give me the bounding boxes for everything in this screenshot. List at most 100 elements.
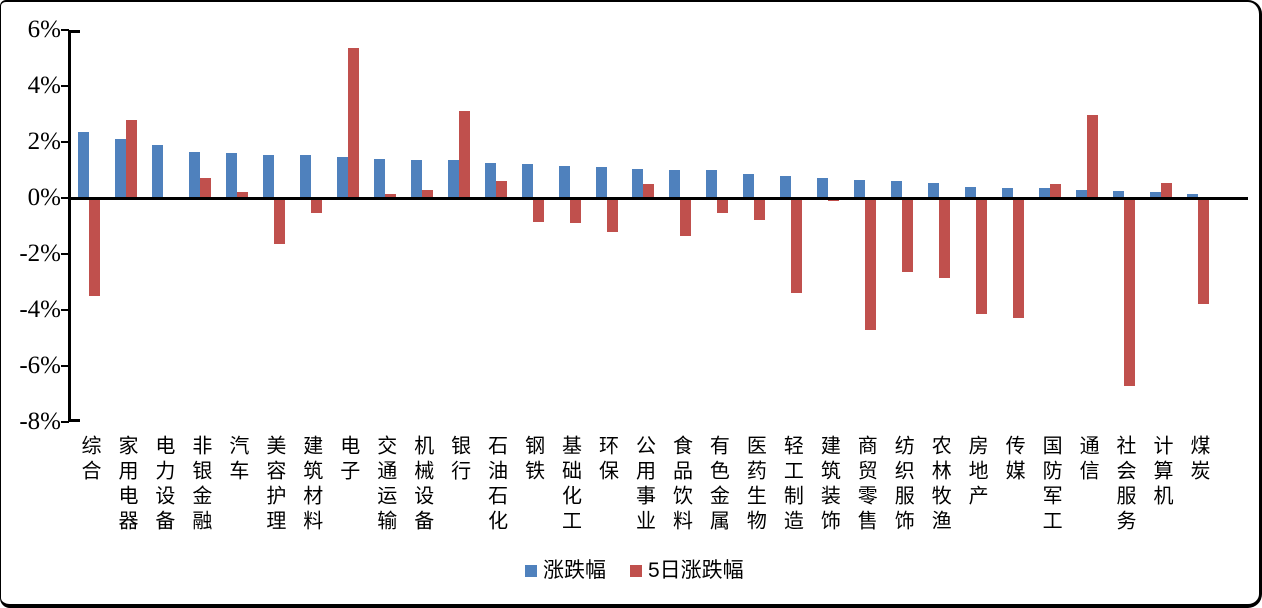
x-axis-label: 电力设备 [151, 435, 174, 535]
bar-series1-cat10 [410, 160, 422, 198]
bar-series2-cat16 [643, 184, 655, 198]
legend-item-series1: 涨跌幅 [525, 560, 606, 581]
legend: 涨跌幅 5日涨跌幅 [525, 560, 744, 581]
bar-series2-cat28 [1087, 115, 1099, 198]
y-axis-line [68, 30, 71, 422]
y-tick-label: 2% [27, 128, 61, 155]
legend-label-series2: 5日涨跌幅 [648, 559, 744, 582]
x-axis-label: 通信 [1076, 435, 1099, 485]
bar-series2-cat26 [1013, 198, 1025, 319]
y-tick-mark [61, 85, 69, 87]
bar-series2-cat14 [569, 198, 581, 224]
x-axis-label: 国防军工 [1039, 435, 1062, 535]
x-axis-label: 银行 [447, 435, 470, 485]
bar-series1-cat16 [632, 168, 644, 198]
y-axis-end-cap [69, 30, 80, 33]
y-tick-label: -6% [19, 352, 61, 379]
bar-series2-cat27 [1050, 184, 1062, 198]
x-axis-label: 钢铁 [521, 435, 544, 485]
bar-series2-cat31 [1197, 198, 1209, 305]
bar-series2-cat12 [495, 181, 507, 198]
bar-series1-cat17 [669, 170, 681, 198]
bar-series2-cat4 [199, 178, 211, 198]
bar-series1-cat24 [928, 182, 940, 198]
x-axis-label: 电子 [336, 435, 359, 485]
x-axis-label: 综合 [78, 435, 100, 485]
bar-series1-cat28 [1076, 189, 1088, 198]
x-axis-label: 建筑材料 [299, 435, 322, 535]
bar-series2-cat6 [273, 198, 285, 245]
x-axis-label: 房地产 [965, 435, 988, 510]
bar-series2-cat30 [1161, 182, 1172, 198]
x-axis-label: 基础化工 [558, 435, 581, 535]
bar-series2-cat13 [532, 198, 544, 222]
bar-series2-cat11 [458, 111, 470, 198]
bar-series2-cat25 [976, 198, 988, 315]
bar-series1-cat21 [817, 178, 829, 198]
x-axis-label: 轻工制造 [780, 435, 803, 535]
bar-series1-cat30 [1150, 192, 1161, 198]
bar-series1-cat14 [558, 165, 570, 198]
y-tick-mark [61, 141, 69, 143]
x-axis-label: 非银金融 [188, 435, 211, 535]
bar-series2-cat9 [384, 193, 396, 198]
bar-series2-cat24 [939, 198, 951, 278]
bar-series1-cat18 [706, 170, 718, 198]
x-axis-label: 农林牧渔 [928, 435, 951, 535]
bar-series2-cat1 [89, 198, 100, 296]
x-axis-label: 纺织服饰 [891, 435, 914, 535]
bar-series1-cat4 [188, 151, 200, 198]
x-axis-label: 有色金属 [706, 435, 729, 535]
x-axis-label: 交通运输 [373, 435, 396, 535]
y-tick-label: -8% [19, 408, 61, 435]
bar-series2-cat19 [754, 198, 766, 221]
bar-series2-cat10 [421, 189, 433, 198]
bar-series1-cat1 [78, 132, 89, 198]
legend-swatch-blue [525, 564, 537, 577]
y-tick-mark [61, 421, 69, 423]
x-axis-label: 美容护理 [262, 435, 285, 535]
bar-series2-cat20 [791, 198, 803, 294]
bar-series1-cat15 [595, 167, 607, 198]
bar-series2-cat5 [236, 192, 248, 198]
x-axis-label: 建筑装饰 [817, 435, 840, 535]
bar-series1-cat8 [336, 157, 348, 198]
bar-series2-cat7 [310, 198, 322, 214]
x-axis-label: 社会服务 [1113, 435, 1136, 535]
y-axis-end-cap [69, 419, 80, 422]
bar-series2-cat2 [125, 119, 137, 198]
x-axis-label: 环保 [595, 435, 618, 485]
bar-series1-cat12 [484, 163, 496, 198]
bar-series1-cat20 [780, 175, 792, 198]
bar-series1-cat5 [225, 153, 237, 198]
y-tick-label: -2% [19, 240, 61, 267]
bar-series1-cat7 [299, 154, 311, 198]
bar-series2-cat18 [717, 198, 729, 214]
bar-series1-cat6 [262, 154, 274, 198]
bar-series1-cat29 [1113, 191, 1125, 198]
x-axis-label: 公用事业 [632, 435, 655, 535]
bar-series1-cat13 [521, 164, 533, 198]
bar-series1-cat22 [854, 179, 866, 198]
bar-series1-cat3 [151, 144, 163, 198]
y-tick-mark [61, 253, 69, 255]
x-axis-label: 汽车 [225, 435, 248, 485]
bar-series1-cat9 [373, 158, 385, 198]
x-axis-label: 商贸零售 [854, 435, 877, 535]
legend-item-series2: 5日涨跌幅 [630, 560, 744, 581]
y-tick-label: 4% [27, 72, 61, 99]
y-tick-mark [61, 365, 69, 367]
bar-series2-cat29 [1124, 198, 1136, 386]
x-axis-label: 煤炭 [1186, 435, 1209, 485]
x-axis-label: 传媒 [1002, 435, 1025, 485]
y-tick-label: -4% [19, 296, 61, 323]
bar-series2-cat15 [606, 198, 618, 232]
x-axis-label: 石油石化 [484, 435, 507, 535]
bar-series1-cat31 [1186, 193, 1198, 198]
x-axis-label: 医药生物 [743, 435, 766, 535]
bar-series2-cat23 [902, 198, 914, 273]
bar-series2-cat17 [680, 198, 692, 236]
bar-series2-cat22 [865, 198, 877, 330]
